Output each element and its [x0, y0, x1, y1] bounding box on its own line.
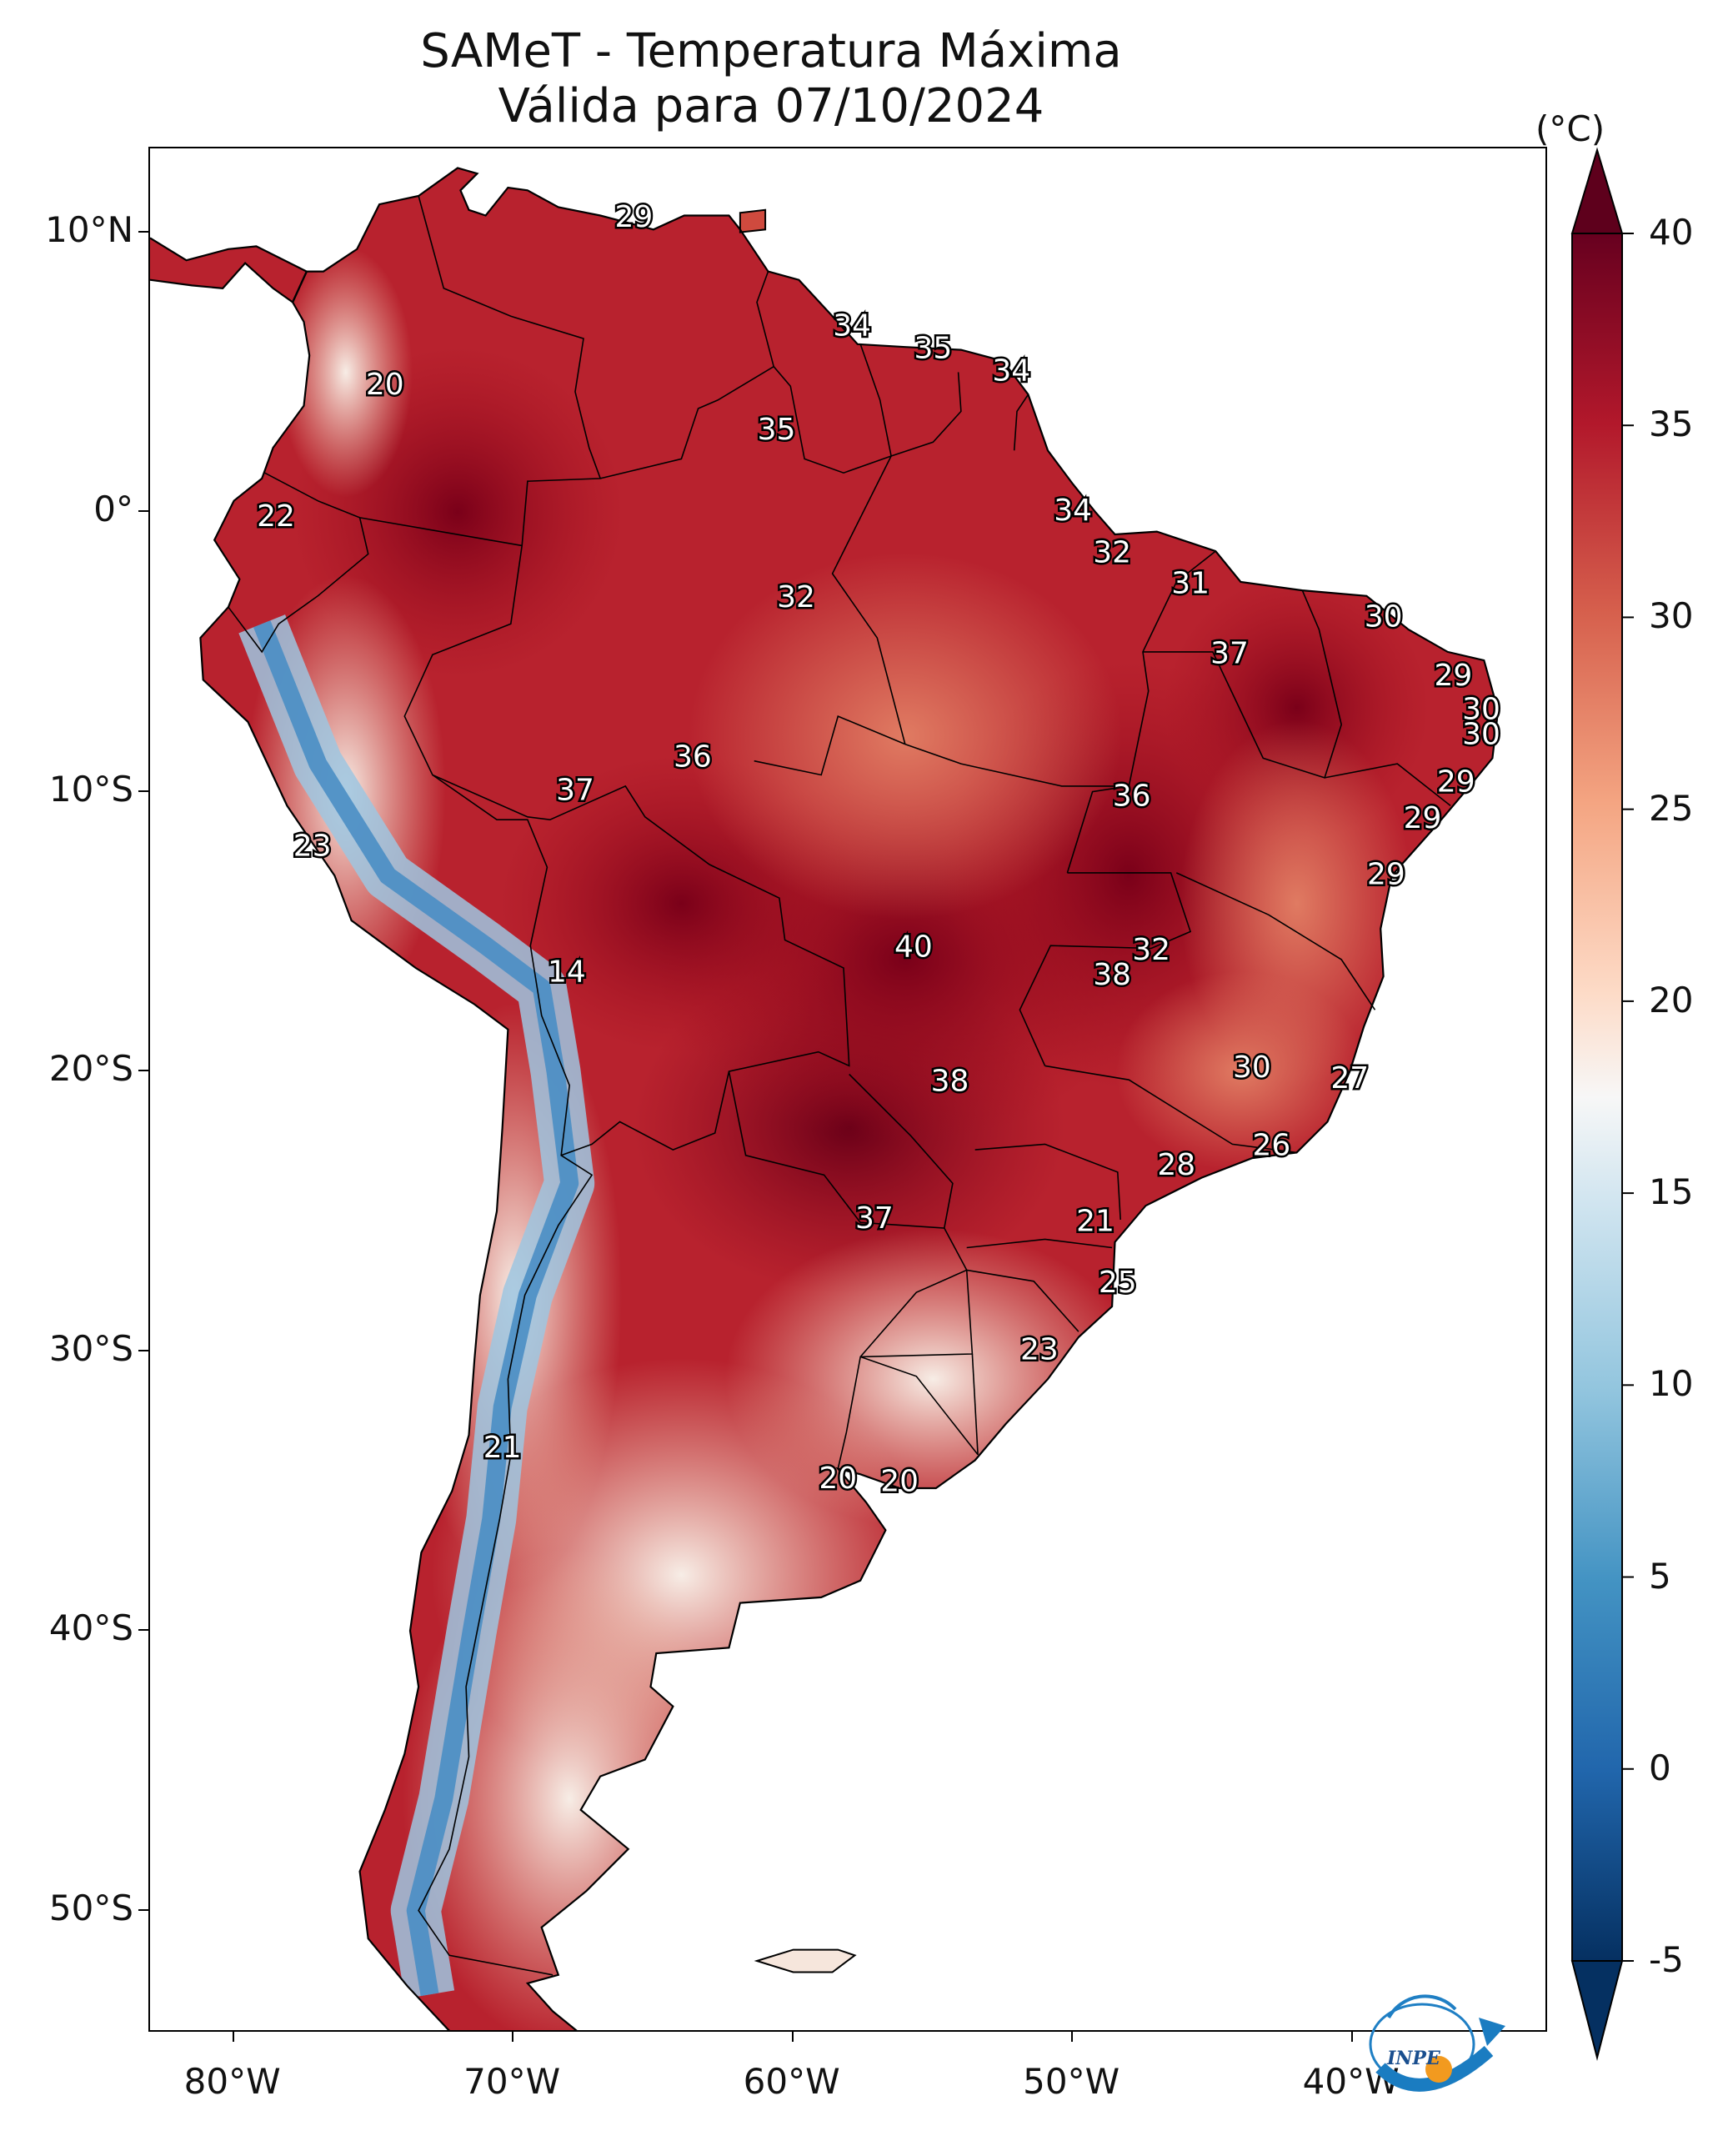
temperature-label: 30: [1462, 718, 1500, 752]
temperature-label: 25: [1099, 1266, 1137, 1300]
temperature-label: 35: [758, 413, 796, 447]
y-tick-mark: [138, 1349, 148, 1351]
temperature-label: 26: [1252, 1129, 1290, 1163]
temperature-label: 37: [556, 774, 594, 808]
country-borders: [228, 195, 1451, 1976]
colorbar-unit: (°C): [1535, 108, 1605, 149]
temperature-label: 14: [548, 955, 586, 990]
colorbar-body: [1571, 233, 1623, 1962]
y-tick-label: 0°: [93, 489, 133, 530]
map-title: SAMeT - Temperatura Máxima: [420, 24, 1122, 78]
temperature-label: 32: [1093, 536, 1131, 570]
logo-text: INPE: [1386, 2048, 1441, 2069]
y-tick-label: 20°S: [48, 1048, 133, 1090]
colorbar-tick-label: 30: [1649, 595, 1694, 637]
temperature-label: 21: [1076, 1204, 1114, 1238]
colorbar-tick-label: 20: [1649, 979, 1694, 1020]
temperature-label: 36: [1113, 779, 1151, 813]
y-tick-mark: [138, 1629, 148, 1632]
colorbar-tick-label: 35: [1649, 404, 1694, 445]
temperature-label: 37: [855, 1201, 894, 1236]
y-tick-label: 40°S: [48, 1607, 133, 1649]
x-tick-label: 60°W: [743, 2061, 840, 2102]
colorbar-tick-label: 40: [1649, 212, 1694, 253]
y-tick-mark: [138, 1908, 148, 1911]
map-panel: 29 20 34 35 34 35 22 34 32 32 31 30 37 29 30 30 36 37 36 29…: [148, 147, 1547, 2032]
colorbar-extend-bottom: [1570, 1960, 1624, 2061]
colorbar-tick-label: 25: [1649, 787, 1694, 829]
x-tick-label: 50°W: [1023, 2061, 1120, 2102]
colorbar-tick-label: -5: [1649, 1939, 1684, 1980]
x-tick-mark: [232, 2032, 234, 2042]
colorbar-tick-label: 0: [1649, 1747, 1671, 1788]
temperature-label: 38: [931, 1065, 969, 1099]
temperature-label: 30: [1462, 692, 1500, 726]
y-tick-label: 10°N: [45, 208, 133, 250]
temperature-label: 20: [880, 1464, 919, 1498]
y-tick-mark: [138, 1070, 148, 1072]
temperature-label: 35: [914, 332, 952, 366]
temperature-label: 29: [614, 200, 653, 234]
temperature-label: 34: [992, 353, 1030, 388]
temperature-label: 29: [1404, 801, 1442, 835]
temperature-label: 29: [1367, 857, 1405, 891]
y-tick-mark: [138, 230, 148, 233]
y-tick-mark: [138, 510, 148, 513]
x-tick-mark: [1071, 2032, 1074, 2042]
y-tick-label: 10°S: [48, 768, 133, 810]
temperature-label: 36: [674, 740, 712, 774]
temperature-label: 34: [833, 309, 871, 343]
y-tick-mark: [138, 790, 148, 792]
y-tick-label: 50°S: [48, 1887, 133, 1928]
temperature-label: 32: [777, 580, 815, 614]
temperature-label: 32: [1132, 933, 1170, 967]
colorbar: [1570, 147, 1634, 2061]
temperature-label: 23: [1020, 1333, 1059, 1367]
temperature-label: 20: [819, 1462, 857, 1496]
temperature-label: 30: [1365, 600, 1403, 634]
temperature-label: 30: [1233, 1050, 1271, 1085]
colorbar-extend-top: [1570, 147, 1624, 234]
temperature-label: 40: [894, 930, 933, 965]
temperature-label: 38: [1093, 958, 1131, 992]
temperature-label: 23: [293, 830, 332, 864]
colorbar-tick-label: 15: [1649, 1171, 1694, 1213]
temperature-label: 22: [257, 499, 295, 534]
temperature-label: 28: [1157, 1148, 1195, 1182]
x-tick-mark: [512, 2032, 514, 2042]
inpe-logo: INPE: [1369, 1994, 1505, 2092]
temperature-label: 21: [483, 1431, 522, 1465]
x-tick-label: 80°W: [183, 2061, 281, 2102]
temperature-label: 29: [1437, 765, 1475, 800]
x-tick-mark: [791, 2032, 794, 2042]
map-subtitle: Válida para 07/10/2024: [498, 79, 1044, 133]
temperature-label: 37: [1210, 636, 1249, 670]
x-tick-mark: [1350, 2032, 1353, 2042]
temperature-label: 27: [1330, 1061, 1369, 1096]
colorbar-tick-label: 10: [1649, 1363, 1694, 1405]
temperature-label: 20: [366, 368, 404, 402]
y-tick-label: 30°S: [48, 1327, 133, 1369]
temperature-label: 31: [1171, 566, 1210, 600]
x-tick-label: 70°W: [463, 2061, 561, 2102]
colorbar-tick-label: 5: [1649, 1555, 1671, 1597]
temperature-label: 34: [1054, 494, 1092, 528]
temperature-label: 29: [1434, 659, 1472, 693]
